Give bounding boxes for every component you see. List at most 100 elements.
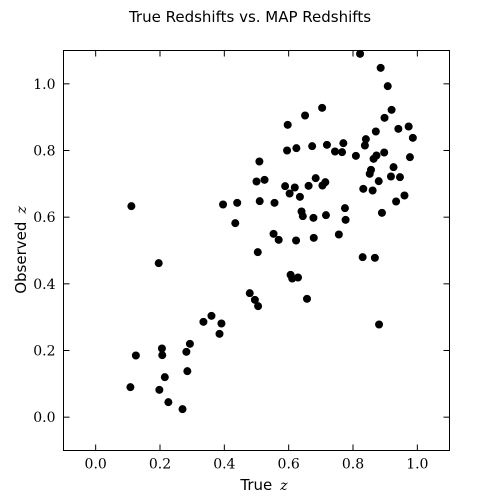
data-point <box>178 405 187 414</box>
data-point <box>285 189 294 198</box>
data-point <box>231 219 240 228</box>
data-point <box>361 135 370 144</box>
x-tick-labels: 0.0 0.2 0.4 0.6 0.8 1.0 <box>85 457 429 473</box>
y-axis-label-variable: z <box>14 206 30 215</box>
data-point <box>219 200 228 209</box>
data-point <box>370 253 379 262</box>
data-point <box>292 236 301 245</box>
data-points <box>126 49 417 414</box>
data-point <box>321 178 330 187</box>
data-point <box>394 124 403 133</box>
data-point <box>254 302 263 311</box>
data-point <box>368 186 377 195</box>
data-point <box>199 317 208 326</box>
data-point <box>269 229 278 238</box>
data-point <box>301 111 310 120</box>
data-point <box>309 213 318 222</box>
data-point <box>215 329 224 338</box>
y-tick-label: 0.8 <box>33 144 55 160</box>
data-point <box>339 139 348 148</box>
data-point <box>380 148 389 157</box>
y-axis-label: Observed z <box>12 206 30 294</box>
y-tick-label: 0.2 <box>33 344 55 360</box>
data-point <box>322 140 331 149</box>
data-point <box>360 141 369 150</box>
data-point <box>185 339 194 348</box>
data-point <box>303 294 312 303</box>
x-tick-label: 0.4 <box>213 457 235 473</box>
data-point <box>380 113 389 122</box>
data-point <box>375 320 384 329</box>
data-point <box>252 177 261 186</box>
x-tick-label: 0.8 <box>342 457 364 473</box>
x-axis-label-variable: z <box>279 478 288 494</box>
data-point <box>155 385 164 394</box>
data-point <box>309 233 318 242</box>
data-point <box>127 202 136 211</box>
data-point <box>158 351 167 360</box>
y-tick-label: 0.0 <box>33 410 55 426</box>
y-tick-label: 1.0 <box>33 77 55 93</box>
data-point <box>408 133 417 142</box>
y-axis-label-text: Observed <box>12 222 30 294</box>
data-point <box>207 311 216 320</box>
data-point <box>358 253 367 262</box>
x-tick-label: 0.6 <box>278 457 300 473</box>
data-point <box>308 142 317 151</box>
data-point <box>270 198 279 207</box>
data-point <box>371 127 380 136</box>
data-point <box>283 146 292 155</box>
data-point <box>372 151 381 160</box>
data-point <box>255 197 264 206</box>
data-point <box>389 163 398 172</box>
data-point <box>233 198 242 207</box>
data-point <box>295 192 304 201</box>
data-point <box>367 165 376 174</box>
data-point <box>160 373 169 382</box>
data-point <box>255 157 264 166</box>
data-point <box>351 151 360 160</box>
data-point <box>131 351 140 360</box>
data-point <box>376 63 385 72</box>
x-axis-label-text: True <box>239 476 272 494</box>
data-point <box>404 122 413 131</box>
data-point <box>334 230 343 239</box>
y-tick-label: 0.4 <box>33 277 55 293</box>
x-tick-label: 0.0 <box>85 457 107 473</box>
data-point <box>387 105 396 114</box>
data-point <box>383 82 392 91</box>
y-tick-labels: 0.0 0.2 0.4 0.6 0.8 1.0 <box>33 77 55 426</box>
data-point <box>400 191 409 200</box>
data-point <box>217 319 226 328</box>
data-point <box>164 398 173 407</box>
data-point <box>281 182 290 191</box>
data-point <box>290 183 299 192</box>
data-point <box>392 197 401 206</box>
data-point <box>356 49 365 58</box>
data-point <box>126 383 135 392</box>
data-point <box>260 175 269 184</box>
x-axis-label: True z <box>239 476 288 494</box>
data-point <box>386 172 395 181</box>
data-point <box>405 153 414 162</box>
data-point <box>359 184 368 193</box>
data-point <box>311 174 320 183</box>
data-point <box>340 204 349 213</box>
y-tick-label: 0.6 <box>33 210 55 226</box>
data-point <box>274 235 283 244</box>
data-point <box>318 103 327 112</box>
data-point <box>298 212 307 221</box>
data-point <box>250 295 259 304</box>
data-point <box>157 344 166 353</box>
data-point <box>374 177 383 186</box>
data-point <box>292 144 301 153</box>
data-point <box>377 208 386 217</box>
axis-ticks <box>63 50 450 451</box>
data-point <box>395 173 404 182</box>
data-point <box>330 147 339 156</box>
x-tick-label: 1.0 <box>406 457 428 473</box>
data-point <box>183 367 192 376</box>
data-point <box>341 215 350 224</box>
data-point <box>283 120 292 129</box>
